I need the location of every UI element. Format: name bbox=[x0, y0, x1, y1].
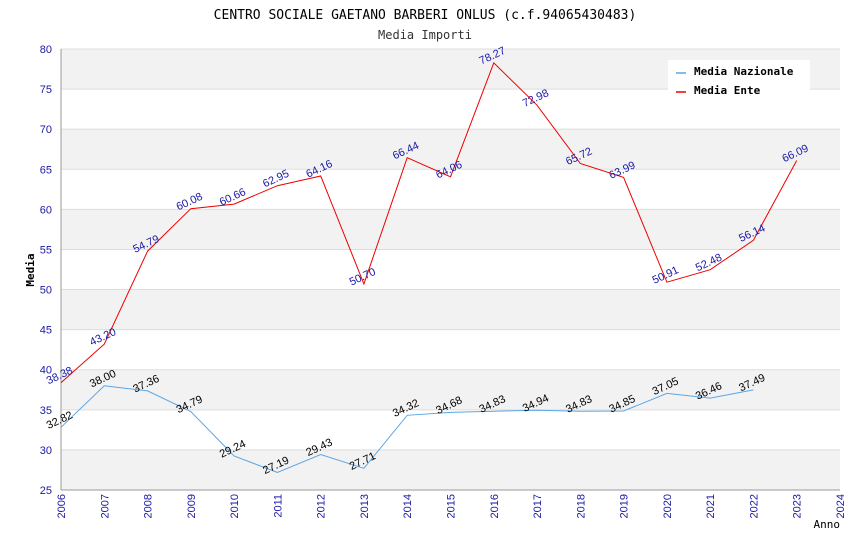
y-tick-labels: 25 30 35 40 45 50 55 60 65 70 75 80 bbox=[40, 44, 52, 497]
legend-box bbox=[668, 60, 810, 100]
y-tick-label: 75 bbox=[40, 84, 52, 96]
data-label: 72.98 bbox=[521, 87, 551, 110]
gridlines bbox=[61, 48, 840, 491]
plot-band bbox=[61, 209, 840, 250]
plot-band bbox=[61, 129, 840, 170]
y-tick-label: 55 bbox=[40, 244, 52, 256]
data-label: 52.48 bbox=[694, 252, 724, 275]
x-tick-label: 2009 bbox=[186, 494, 198, 518]
x-tick-label: 2007 bbox=[99, 494, 111, 518]
x-tick-label: 2008 bbox=[143, 494, 155, 518]
series-line-1 bbox=[60, 62, 798, 384]
plot-band bbox=[61, 449, 840, 490]
x-tick-label: 2017 bbox=[532, 494, 544, 518]
y-tick-label: 50 bbox=[40, 285, 52, 297]
chart-subtitle: Media Importi bbox=[378, 28, 472, 42]
x-tick-label: 2012 bbox=[316, 494, 328, 518]
y-tick-label: 40 bbox=[40, 365, 52, 377]
x-tick-label: 2006 bbox=[56, 494, 68, 518]
legend-label-ente: Media Ente bbox=[694, 84, 761, 97]
y-tick-label: 35 bbox=[40, 405, 52, 417]
x-tick-label: 2018 bbox=[575, 494, 587, 518]
x-tick-label: 2011 bbox=[272, 494, 284, 518]
y-tick-label: 80 bbox=[40, 44, 52, 56]
data-label: 50.91 bbox=[651, 264, 681, 287]
x-tick-label: 2020 bbox=[662, 494, 674, 518]
series-line-0 bbox=[60, 385, 754, 473]
y-tick-label: 70 bbox=[40, 124, 52, 136]
legend: Media Nazionale Media Ente bbox=[668, 60, 810, 100]
chart-title: CENTRO SOCIALE GAETANO BARBERI ONLUS (c.… bbox=[214, 8, 637, 23]
y-tick-label: 45 bbox=[40, 325, 52, 337]
x-tick-label: 2013 bbox=[359, 494, 371, 518]
plot-bands bbox=[61, 49, 840, 490]
series-lines bbox=[60, 62, 798, 473]
plot-band bbox=[61, 369, 840, 410]
axes bbox=[60, 49, 840, 491]
x-tick-label: 2014 bbox=[402, 494, 414, 518]
x-tick-label: 2015 bbox=[446, 494, 458, 518]
x-tick-label: 2019 bbox=[619, 494, 631, 518]
y-tick-label: 25 bbox=[40, 485, 52, 497]
data-label: 50.70 bbox=[348, 266, 378, 289]
y-tick-label: 65 bbox=[40, 164, 52, 176]
y-tick-label: 30 bbox=[40, 445, 52, 457]
x-tick-label: 2021 bbox=[705, 494, 717, 518]
x-tick-labels: 2006 2007 2008 2009 2010 2011 2012 2013 2014 2015… bbox=[56, 494, 847, 518]
x-tick-label: 2024 bbox=[835, 494, 847, 518]
x-tick-label: 2010 bbox=[229, 494, 241, 518]
legend-label-nazionale: Media Nazionale bbox=[694, 65, 794, 78]
y-tick-label: 60 bbox=[40, 204, 52, 216]
data-label: 60.66 bbox=[218, 186, 248, 209]
data-label: 62.95 bbox=[261, 168, 291, 191]
x-tick-label: 2022 bbox=[748, 494, 760, 518]
x-tick-label: 2016 bbox=[489, 494, 501, 518]
plot-band bbox=[61, 289, 840, 330]
y-axis-label: Media bbox=[24, 253, 37, 286]
x-axis-label: Anno bbox=[814, 518, 841, 531]
x-tick-label: 2023 bbox=[792, 494, 804, 518]
